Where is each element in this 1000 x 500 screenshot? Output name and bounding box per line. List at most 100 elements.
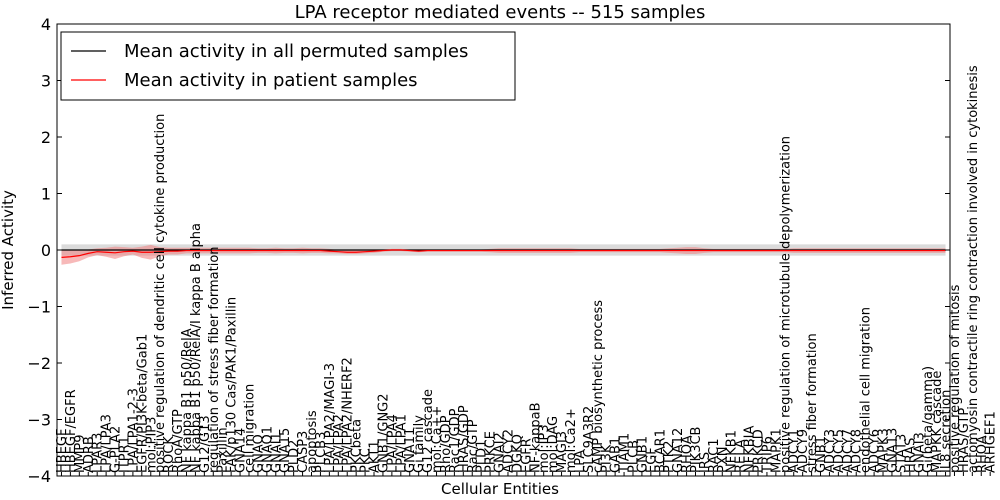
x-tick-label: mol:PIP3 [144,417,159,473]
x-tick-label: LPA/LPA2/NHERF2 [341,357,356,473]
x-tick-label: LPA/LPA1 [394,414,409,473]
x-tick-label: ADCY8 [850,429,865,473]
x-tick-label: GNB1 [635,436,650,473]
x-tick-label: GNAI1 [269,432,284,473]
x-tick-label: endothelial cell migration [859,307,874,473]
x-tick-label: mol:IP3 [537,424,552,473]
x-tick-label: SLC9A3R2 [582,406,597,473]
x-tick-label: LPA [573,450,588,473]
x-tick-label: Gi family [412,415,427,473]
y-axis: 4 3 2 1 0 −1 −2 −3 −4 [27,15,950,486]
x-tick-label: ADCY9 [796,429,811,473]
y-tick-label: 2 [41,128,51,147]
x-tick-label: ARHGEF1 [984,411,999,473]
x-tick-label: RHOA [975,435,990,473]
x-tick-label: RAC1 [707,438,722,473]
x-tick-label: positive regulation of dendritic cell cy… [153,114,168,473]
x-tick-label: ADCY2 [501,429,516,473]
x-tick-label: G-PLA2 [109,426,124,473]
x-tick-label: ITPR1 [117,436,132,473]
x-tick-label: PLCB3 [314,432,329,473]
x-tick-label: ADCY1 [787,429,802,473]
x-tick-label: ADCY7 [841,429,856,473]
x-axis-label: Cellular Entities [441,480,559,498]
x-tick-label: cell migration [243,384,258,473]
legend-label-permuted: Mean activity in all permuted samples [124,41,468,62]
chart-title: LPA receptor mediated events -- 515 samp… [295,2,706,23]
x-tick-label: actomyosin contractile ring contraction … [966,65,981,473]
x-tick-label: PRKCE [484,431,499,473]
x-tick-label: PXN [716,447,731,473]
x-tick-label: MAPK3 [877,428,892,473]
series-lines [61,249,946,258]
x-tick-label: positive regulation of mitosis [948,284,963,473]
x-tick-label: CASP3 [296,431,311,473]
x-tick-label: TRIP6 [760,436,775,474]
x-tick-label: PI3K [600,444,615,473]
x-tick-label: LPAR3 [91,433,106,473]
x-tick-label: RhoA/GTP [171,409,186,473]
x-tick-label: ADCY6 [868,429,883,473]
x-tick-label: PIK3CB [689,427,704,473]
y-tick-label: 3 [41,72,51,91]
x-tick-label: Gi(beta/gamma) [921,366,936,473]
x-tick-label: ADCY5 [832,429,847,473]
x-tick-label: Paxillin [216,427,231,473]
x-tick-label: LPA/LPA2/MAGI-3 [323,363,338,473]
x-tick-label: GNA15 [278,428,293,473]
x-tick-label: mol:Ca2+ [564,408,579,473]
x-tick-label: GNAO1 [260,426,275,473]
x-tick-label: PKCbeta [350,419,365,473]
x-tick-label: NF kappa B1 p50/RelA [180,328,195,473]
x-tick-label: NF-kappaB [528,402,543,473]
x-tick-label: regulation of stress fiber formation [207,246,222,473]
x-tick-label: LPA/LPA1-2-3 [126,388,141,473]
x-tick-label: PRKCD [752,429,767,473]
x-tick-label: HBEGF/EGFR [64,389,79,473]
x-tick-label: MAGI3 [555,431,570,473]
x-tick-label: DGKQ [510,434,525,473]
x-tick-label: stress fiber formation [805,333,820,473]
y-tick-label: −4 [27,467,51,486]
x-tick-label: HRAS/GDP [457,405,472,473]
x-tick-label: ROCK [162,436,177,473]
x-tick-label: Rac/GTP [466,419,481,473]
series-line-patient [61,249,946,258]
x-tick-label: EGF [644,447,659,473]
x-tick-label: ADCY3 [823,429,838,473]
x-tick-label: HRAS [903,438,918,473]
x-tick-label: positive regulation of microtubule depol… [778,136,793,473]
x-tick-label: RELA [734,439,749,473]
legend-label-patient: Mean activity in patient samples [124,70,418,91]
x-tick-label: GNA13 [885,428,900,473]
x-tick-label: EGFR/PI3K-beta/Gab1 [135,334,150,473]
x-tick-label: Rho/GDP [439,415,454,473]
y-tick-label: 4 [41,15,51,34]
x-tick-label: NF kappa B1 p50/RelA/I kappa B alpha [189,223,204,473]
x-tick-label: ADRB [82,436,97,473]
legend: Mean activity in all permuted samples Me… [60,31,516,101]
y-tick-label: 0 [41,241,51,260]
x-tick-label: GAB1 [609,437,624,473]
x-tick-label: GNAQ [251,434,266,473]
x-tick-label: GNAI2 [493,432,508,473]
x-tick-label: PLD1 [475,440,490,473]
x-tick-label: NFKBIA [743,426,758,473]
x-tick-label: GNB1 [814,436,829,473]
x-tick-label: LPA/LPA4 [385,414,400,473]
x-tick-label: LPA/LPA2 [332,414,347,473]
x-tick-label: RHOA [680,435,695,473]
y-tick-label: −2 [27,354,51,373]
x-tick-label: NFKB1 [725,430,740,473]
x-tick-label: FAK/p130 Cas/PAK1/Paxillin [225,297,240,473]
x-tick-label: GNA14 [234,428,249,473]
x-tick-label: GNB1/GNG2 [376,393,391,473]
x-tick-label: GNA11 [403,428,418,473]
x-tick-label: AKT1 [368,440,383,473]
x-axis: HBEGFHBEGF/EGFRMMP9ADRBLPAR3LPA/LPA3G-PL… [55,65,999,476]
x-tick-label: PTK2 [662,440,677,473]
x-tick-label: G12 cascade [421,389,436,473]
x-tick-label: mol:DAG [546,416,561,473]
x-tick-label: TIAM1 [618,433,633,474]
